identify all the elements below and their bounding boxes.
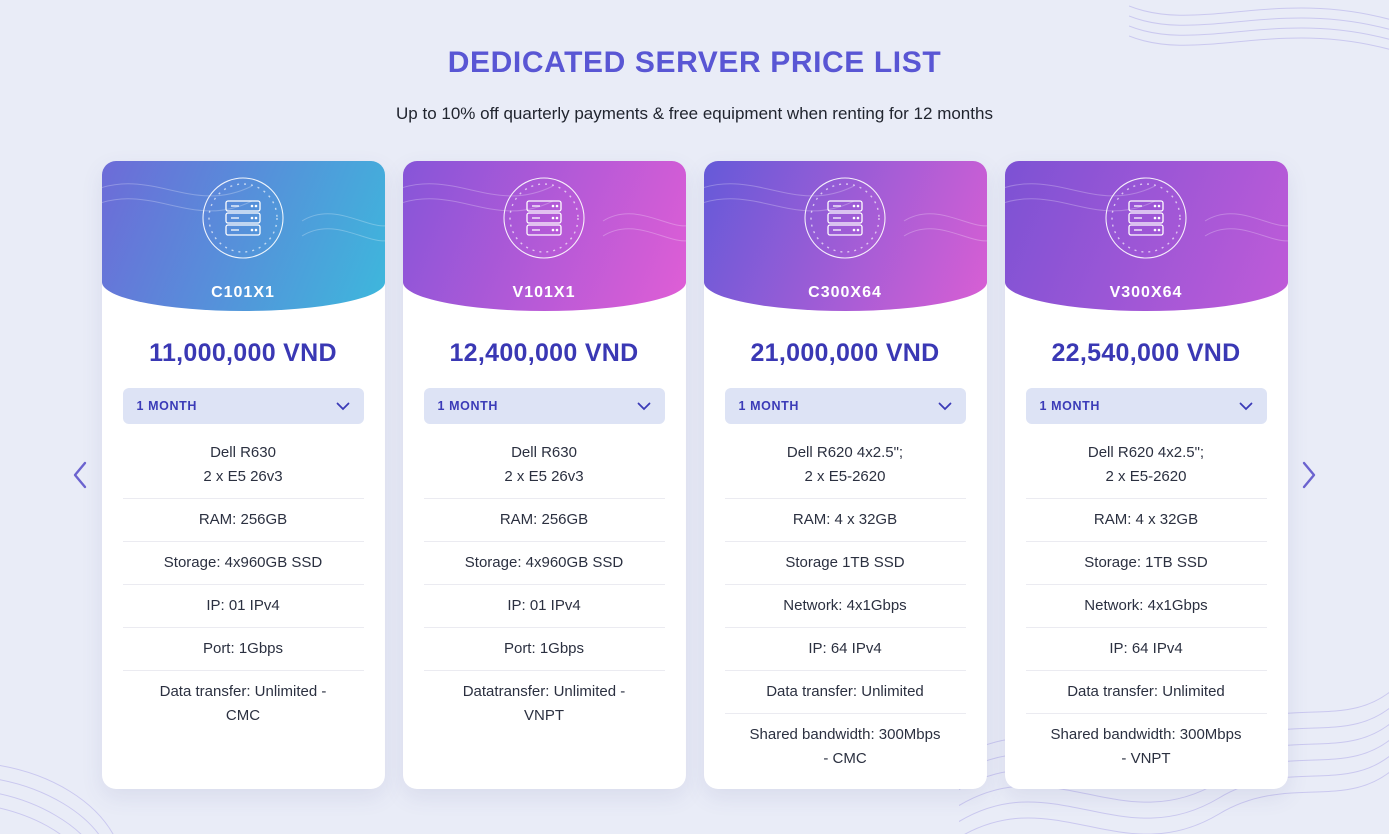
chevron-right-icon bbox=[1302, 461, 1316, 489]
spec-row: Storage: 4x960GB SSD bbox=[122, 542, 364, 585]
plan-name: V101X1 bbox=[512, 284, 576, 301]
spec-row: Data transfer: Unlimited bbox=[1025, 671, 1267, 714]
card-header: C101X1 bbox=[101, 161, 385, 311]
pricing-card-v101x1: V101X1 12,400,000 VND 1 MONTH Dell R630 … bbox=[402, 161, 686, 789]
header-wave-decoration bbox=[402, 183, 686, 242]
page-title: DEDICATED SERVER PRICE LIST bbox=[447, 46, 942, 79]
spec-row: IP: 64 IPv4 bbox=[1025, 628, 1267, 671]
header-wave-decoration bbox=[101, 183, 385, 242]
page-subtitle: Up to 10% off quarterly payments & free … bbox=[396, 104, 993, 123]
header-wave-decoration bbox=[1004, 183, 1288, 242]
term-dropdown-value: 1 MONTH bbox=[738, 399, 799, 413]
term-dropdown-value: 1 MONTH bbox=[437, 399, 498, 413]
chevron-down-icon bbox=[637, 402, 650, 410]
spec-row: RAM: 256GB bbox=[122, 499, 364, 542]
server-icon bbox=[1102, 174, 1190, 267]
spec-row: Data transfer: Unlimited - CMC bbox=[159, 683, 327, 724]
spec-row: Storage: 4x960GB SSD bbox=[423, 542, 665, 585]
spec-row: Shared bandwidth: 300Mbps - VNPT bbox=[1050, 726, 1242, 767]
spec-list: Dell R620 4x2.5"; 2 x E5-2620 RAM: 4 x 3… bbox=[724, 432, 966, 780]
spec-list: Dell R630 2 x E5 26v3 RAM: 256GB Storage… bbox=[122, 432, 364, 737]
spec-list: Dell R630 2 x E5 26v3 RAM: 256GB Storage… bbox=[423, 432, 665, 737]
spec-row: Dell R620 4x2.5"; 2 x E5-2620 bbox=[1025, 432, 1267, 499]
chevron-down-icon bbox=[336, 402, 349, 410]
card-header: V101X1 bbox=[402, 161, 686, 311]
spec-row: Storage: 1TB SSD bbox=[1025, 542, 1267, 585]
card-header: C300X64 bbox=[703, 161, 987, 311]
spec-row: Dell R630 2 x E5 26v3 bbox=[122, 432, 364, 499]
spec-row: Port: 1Gbps bbox=[423, 628, 665, 671]
term-dropdown[interactable]: 1 MONTH bbox=[1025, 388, 1267, 424]
term-dropdown[interactable]: 1 MONTH bbox=[122, 388, 364, 424]
chevron-down-icon bbox=[938, 402, 951, 410]
plan-name: C300X64 bbox=[808, 284, 882, 301]
spec-row: Shared bandwidth: 300Mbps - CMC bbox=[749, 726, 941, 767]
spec-row: Storage 1TB SSD bbox=[724, 542, 966, 585]
spec-row: Port: 1Gbps bbox=[122, 628, 364, 671]
term-dropdown-value: 1 MONTH bbox=[1039, 399, 1100, 413]
chevron-down-icon bbox=[1239, 402, 1252, 410]
card-header: V300X64 bbox=[1004, 161, 1288, 311]
spec-row: IP: 64 IPv4 bbox=[724, 628, 966, 671]
plan-price: 22,540,000 VND bbox=[1051, 339, 1241, 367]
spec-row: Network: 4x1Gbps bbox=[724, 585, 966, 628]
spec-row: Network: 4x1Gbps bbox=[1025, 585, 1267, 628]
spec-row: RAM: 256GB bbox=[423, 499, 665, 542]
plan-price: 12,400,000 VND bbox=[449, 339, 639, 367]
pricing-card-v300x64: V300X64 22,540,000 VND 1 MONTH Dell R620… bbox=[1004, 161, 1288, 789]
plan-price: 11,000,000 VND bbox=[149, 339, 337, 367]
term-dropdown-value: 1 MONTH bbox=[136, 399, 197, 413]
plan-name: C101X1 bbox=[211, 284, 275, 301]
spec-row: RAM: 4 x 32GB bbox=[1025, 499, 1267, 542]
term-dropdown[interactable]: 1 MONTH bbox=[423, 388, 665, 424]
server-icon bbox=[801, 174, 889, 267]
server-icon bbox=[199, 174, 287, 267]
header-wave-decoration bbox=[703, 183, 987, 242]
server-icon bbox=[500, 174, 588, 267]
spec-row: RAM: 4 x 32GB bbox=[724, 499, 966, 542]
pricing-card-c101x1: C101X1 11,000,000 VND 1 MONTH Dell R630 … bbox=[101, 161, 385, 789]
carousel-prev-button[interactable] bbox=[64, 452, 96, 501]
chevron-left-icon bbox=[73, 461, 87, 489]
spec-row: IP: 01 IPv4 bbox=[423, 585, 665, 628]
pricing-card-c300x64: C300X64 21,000,000 VND 1 MONTH Dell R620… bbox=[703, 161, 987, 789]
carousel-next-button[interactable] bbox=[1293, 452, 1325, 501]
spec-row: Dell R620 4x2.5"; 2 x E5-2620 bbox=[724, 432, 966, 499]
spec-row: Data transfer: Unlimited bbox=[724, 671, 966, 714]
plan-price: 21,000,000 VND bbox=[750, 339, 940, 367]
spec-list: Dell R620 4x2.5"; 2 x E5-2620 RAM: 4 x 3… bbox=[1025, 432, 1267, 780]
term-dropdown[interactable]: 1 MONTH bbox=[724, 388, 966, 424]
plan-name: V300X64 bbox=[1109, 284, 1183, 301]
spec-row: Datatransfer: Unlimited - VNPT bbox=[462, 683, 626, 724]
pricing-cards-row: C101X1 11,000,000 VND 1 MONTH Dell R630 … bbox=[0, 161, 1389, 789]
spec-row: IP: 01 IPv4 bbox=[122, 585, 364, 628]
spec-row: Dell R630 2 x E5 26v3 bbox=[423, 432, 665, 499]
